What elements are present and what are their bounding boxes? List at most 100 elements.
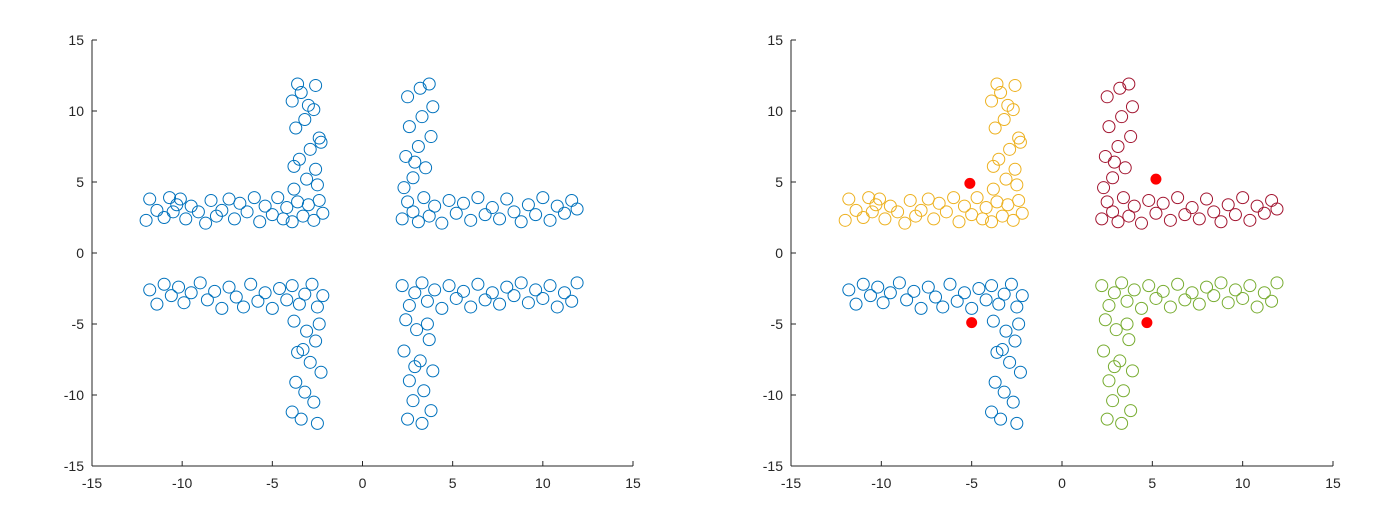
data-point bbox=[1214, 276, 1228, 290]
data-point bbox=[921, 280, 935, 294]
data-point bbox=[1115, 416, 1129, 430]
data-point bbox=[200, 293, 214, 307]
data-point bbox=[1102, 120, 1116, 134]
data-point bbox=[995, 343, 1009, 357]
data-point bbox=[990, 195, 1004, 209]
data-point bbox=[1098, 313, 1112, 327]
data-point bbox=[139, 213, 153, 227]
data-point bbox=[401, 195, 415, 209]
data-point bbox=[471, 191, 485, 205]
data-point bbox=[401, 90, 415, 104]
y-tick-label: -5 bbox=[771, 316, 784, 332]
data-point bbox=[402, 299, 416, 313]
data-point bbox=[878, 212, 892, 226]
data-point bbox=[301, 198, 315, 212]
centroid-point bbox=[964, 177, 976, 189]
data-point bbox=[233, 196, 247, 210]
data-point bbox=[862, 191, 876, 205]
data-point bbox=[310, 416, 324, 430]
data-point bbox=[1004, 277, 1018, 291]
data-point bbox=[314, 135, 328, 149]
centroid-point bbox=[1141, 317, 1153, 329]
data-point bbox=[285, 405, 299, 419]
data-point bbox=[1124, 130, 1138, 144]
data-point bbox=[1115, 276, 1129, 290]
data-point bbox=[1111, 215, 1125, 229]
data-point bbox=[222, 192, 236, 206]
data-point bbox=[179, 212, 193, 226]
data-point bbox=[1178, 293, 1192, 307]
data-point bbox=[285, 279, 299, 293]
data-point bbox=[285, 215, 299, 229]
data-point bbox=[876, 296, 890, 310]
data-point bbox=[296, 209, 310, 223]
data-point bbox=[1149, 206, 1163, 220]
data-point bbox=[395, 279, 409, 293]
data-point bbox=[1001, 98, 1015, 112]
data-point bbox=[1107, 360, 1121, 374]
data-point bbox=[1098, 149, 1112, 163]
data-point bbox=[303, 142, 317, 156]
data-point bbox=[222, 280, 236, 294]
data-point bbox=[258, 199, 272, 213]
data-point bbox=[307, 103, 321, 117]
data-point bbox=[273, 282, 287, 295]
data-point bbox=[986, 182, 1000, 196]
data-point bbox=[236, 300, 250, 314]
data-point bbox=[251, 294, 265, 308]
data-point bbox=[943, 277, 957, 291]
data-point bbox=[312, 317, 326, 331]
data-point bbox=[150, 203, 164, 217]
data-point bbox=[507, 205, 521, 219]
data-point bbox=[1006, 213, 1020, 227]
data-point bbox=[424, 404, 438, 418]
data-point bbox=[1115, 110, 1129, 124]
data-point bbox=[970, 191, 984, 205]
data-point bbox=[1008, 334, 1022, 348]
data-point bbox=[426, 364, 440, 378]
y-tick-label: 15 bbox=[68, 32, 84, 48]
data-point bbox=[536, 291, 550, 305]
data-point bbox=[420, 294, 434, 308]
data-point bbox=[493, 297, 507, 311]
data-point bbox=[1257, 206, 1271, 220]
data-point bbox=[1111, 140, 1125, 153]
data-point bbox=[298, 287, 312, 301]
data-point bbox=[997, 385, 1011, 399]
data-point bbox=[289, 121, 303, 135]
data-point bbox=[406, 171, 420, 185]
x-tick-label: 15 bbox=[1325, 475, 1341, 491]
data-point bbox=[842, 192, 856, 206]
data-point bbox=[1221, 296, 1235, 310]
data-point bbox=[415, 276, 429, 290]
data-point bbox=[1171, 277, 1185, 291]
data-point bbox=[1006, 103, 1020, 117]
data-point bbox=[1015, 206, 1029, 220]
y-tick-label: -10 bbox=[64, 387, 84, 403]
data-point bbox=[565, 193, 579, 207]
y-tick-label: 5 bbox=[775, 174, 783, 190]
x-tick-label: -5 bbox=[266, 475, 279, 491]
data-point bbox=[550, 300, 564, 314]
data-point bbox=[428, 283, 442, 297]
data-point bbox=[1214, 215, 1228, 229]
data-point bbox=[1127, 199, 1141, 213]
data-point bbox=[307, 213, 321, 227]
data-point bbox=[411, 215, 425, 229]
data-point bbox=[442, 279, 456, 293]
data-point bbox=[1125, 100, 1139, 114]
data-point bbox=[1100, 90, 1114, 104]
data-point bbox=[271, 191, 285, 205]
data-point bbox=[485, 201, 499, 215]
x-tick-label: -15 bbox=[781, 475, 801, 491]
data-point bbox=[310, 300, 324, 314]
data-point bbox=[285, 94, 299, 108]
data-point bbox=[995, 209, 1009, 223]
data-point bbox=[1178, 208, 1192, 222]
series-0 bbox=[139, 77, 584, 430]
data-point bbox=[1008, 78, 1022, 92]
data-point bbox=[1109, 323, 1123, 337]
x-tick-label: -15 bbox=[82, 475, 102, 491]
data-point bbox=[972, 282, 986, 295]
data-point bbox=[1100, 195, 1114, 209]
